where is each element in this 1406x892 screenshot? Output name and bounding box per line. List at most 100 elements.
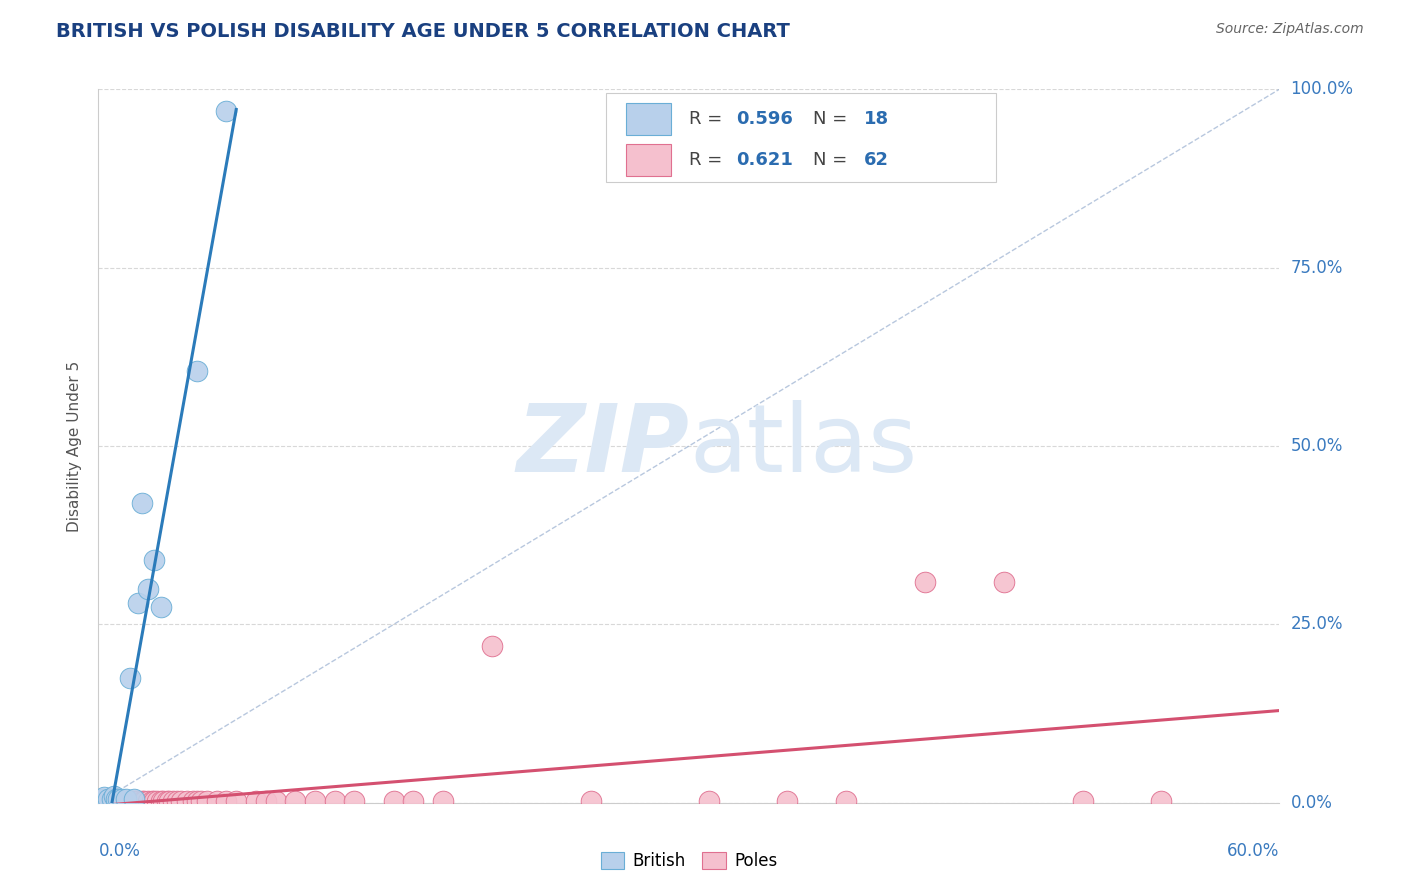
Point <box>162 794 184 808</box>
Text: N =: N = <box>813 111 853 128</box>
Point <box>121 794 143 808</box>
Point <box>117 794 139 808</box>
Point <box>343 794 366 808</box>
Point <box>127 794 149 808</box>
Point <box>402 794 425 808</box>
Point <box>152 794 174 808</box>
Point <box>1071 794 1094 808</box>
FancyBboxPatch shape <box>626 145 671 177</box>
Point <box>776 794 799 808</box>
Text: Source: ZipAtlas.com: Source: ZipAtlas.com <box>1216 22 1364 37</box>
Point <box>96 794 118 808</box>
Point <box>131 496 153 510</box>
Point <box>131 794 153 808</box>
Point <box>579 794 602 808</box>
Text: 75.0%: 75.0% <box>1291 259 1343 277</box>
Text: 0.0%: 0.0% <box>1291 794 1333 812</box>
Text: ZIP: ZIP <box>516 400 689 492</box>
Text: 0.596: 0.596 <box>737 111 793 128</box>
Point <box>150 599 173 614</box>
Point <box>91 794 114 808</box>
Point <box>103 789 125 803</box>
Point <box>835 794 858 808</box>
Point <box>166 794 188 808</box>
Point <box>225 794 247 808</box>
Point <box>132 794 155 808</box>
Point <box>91 792 114 806</box>
Text: 0.0%: 0.0% <box>98 842 141 860</box>
Point <box>481 639 503 653</box>
Text: N =: N = <box>813 152 853 169</box>
Point <box>382 794 405 808</box>
Point <box>1150 794 1173 808</box>
Text: BRITISH VS POLISH DISABILITY AGE UNDER 5 CORRELATION CHART: BRITISH VS POLISH DISABILITY AGE UNDER 5… <box>56 22 790 41</box>
Point <box>304 794 326 808</box>
Point <box>111 794 134 808</box>
Text: 60.0%: 60.0% <box>1227 842 1279 860</box>
Point <box>190 794 212 808</box>
Point <box>136 794 159 808</box>
Point <box>914 574 936 589</box>
Point <box>93 790 115 805</box>
Text: 0.621: 0.621 <box>737 152 793 169</box>
Point <box>284 794 307 808</box>
Point <box>97 794 120 808</box>
Text: R =: R = <box>689 111 728 128</box>
Text: atlas: atlas <box>689 400 917 492</box>
Point <box>118 671 141 685</box>
Point <box>103 794 125 808</box>
Point <box>141 794 163 808</box>
Point <box>115 794 138 808</box>
Point <box>254 794 277 808</box>
Point <box>97 792 120 806</box>
Point <box>122 792 145 806</box>
Point <box>122 794 145 808</box>
Point <box>432 794 454 808</box>
Point <box>101 792 124 806</box>
Point <box>186 364 208 378</box>
FancyBboxPatch shape <box>626 103 671 136</box>
Point <box>89 794 111 808</box>
Point <box>264 794 287 808</box>
Point <box>108 794 131 808</box>
Point <box>105 792 128 806</box>
Point <box>105 794 128 808</box>
Point <box>245 794 267 808</box>
Point <box>176 794 198 808</box>
Point <box>111 792 134 806</box>
Point <box>215 794 238 808</box>
Text: R =: R = <box>689 152 728 169</box>
Legend: British, Poles: British, Poles <box>593 845 785 877</box>
Text: 25.0%: 25.0% <box>1291 615 1343 633</box>
Point <box>697 794 720 808</box>
Point <box>157 794 180 808</box>
Point <box>170 794 193 808</box>
Point <box>142 553 165 567</box>
Point <box>181 794 204 808</box>
Point <box>107 794 129 808</box>
Point <box>195 794 218 808</box>
Point <box>112 794 135 808</box>
Point <box>127 596 149 610</box>
Point <box>93 794 115 808</box>
FancyBboxPatch shape <box>606 93 995 182</box>
Point <box>107 792 129 806</box>
Point <box>146 794 169 808</box>
Point <box>323 794 346 808</box>
Point <box>150 794 173 808</box>
Point <box>125 794 148 808</box>
Point <box>136 582 159 596</box>
Text: 18: 18 <box>863 111 889 128</box>
Point <box>156 794 179 808</box>
Text: 100.0%: 100.0% <box>1291 80 1354 98</box>
Point <box>101 794 124 808</box>
Point <box>97 794 120 808</box>
Point <box>115 792 138 806</box>
Point <box>215 103 238 118</box>
Point <box>98 794 121 808</box>
Y-axis label: Disability Age Under 5: Disability Age Under 5 <box>67 360 83 532</box>
Point <box>142 794 165 808</box>
Text: 62: 62 <box>863 152 889 169</box>
Point <box>186 794 208 808</box>
Text: 50.0%: 50.0% <box>1291 437 1343 455</box>
